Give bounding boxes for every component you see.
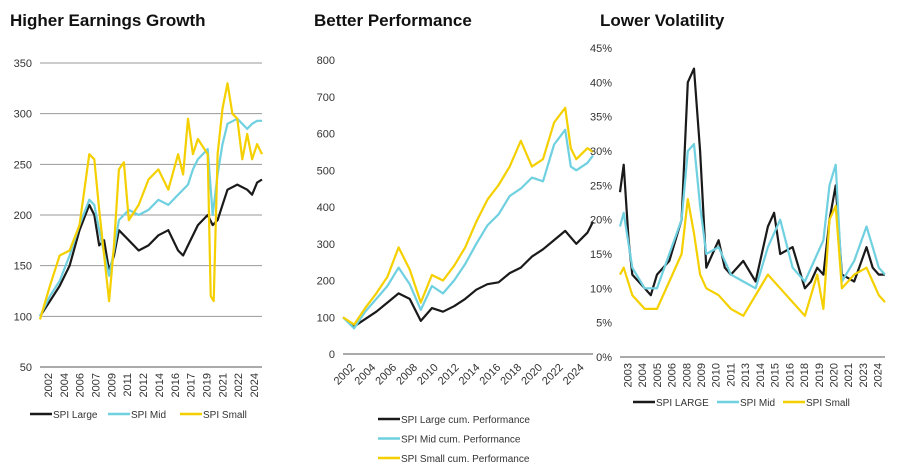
x-tick-label: 2011 [725, 363, 737, 387]
x-tick-label: 2017 [186, 373, 198, 397]
x-tick-label: 2008 [394, 362, 420, 388]
series-line-small [38, 82, 263, 320]
x-tick-label: 2021 [843, 363, 855, 387]
y-tick-label: 25% [590, 180, 612, 192]
chart-title: Lower Volatility [600, 11, 725, 30]
x-tick-label: 2023 [858, 363, 870, 387]
x-tick-label: 2006 [373, 362, 399, 388]
x-tick-label: 2018 [498, 362, 524, 388]
x-tick-label: 2019 [814, 363, 826, 387]
x-tick-label: 2005 [652, 363, 664, 387]
x-tick-label: 2003 [622, 363, 634, 387]
y-tick-label: 300 [14, 109, 32, 121]
y-tick-label: 350 [14, 58, 32, 70]
x-tick-label: 2004 [353, 362, 379, 388]
y-tick-label: 20% [590, 215, 612, 227]
y-tick-label: 0 [329, 349, 335, 361]
legend-label: SPI Mid [131, 410, 166, 421]
y-tick-label: 10% [590, 283, 612, 295]
x-tick-label: 2009 [106, 373, 118, 397]
x-tick-label: 2024 [249, 373, 261, 397]
y-tick-label: 200 [14, 210, 32, 222]
x-tick-label: 2010 [415, 362, 441, 388]
y-tick-label: 250 [14, 159, 32, 171]
x-tick-label: 2022 [233, 373, 245, 397]
y-tick-label: 200 [317, 276, 335, 288]
x-tick-label: 2002 [332, 362, 358, 388]
x-tick-label: 2016 [478, 362, 504, 388]
x-tick-label: 2015 [770, 363, 782, 387]
y-tick-label: 500 [317, 165, 335, 177]
legend-label: SPI Mid cum. Performance [401, 435, 521, 446]
legend-label: SPI Small [203, 410, 247, 421]
y-tick-label: 800 [317, 55, 335, 67]
series-line-mid [618, 143, 886, 290]
series-line-small [342, 106, 594, 326]
chart-title: Better Performance [314, 11, 472, 30]
series-line-large [618, 67, 885, 297]
y-tick-label: 45% [590, 43, 612, 55]
x-tick-label: 2022 [540, 362, 566, 388]
y-tick-label: 100 [317, 312, 335, 324]
series-line-mid [342, 128, 594, 330]
x-tick-label: 2024 [873, 363, 885, 387]
series-line-mid [39, 117, 262, 317]
legend-label: SPI Small cum. Performance [401, 454, 530, 465]
x-tick-label: 2024 [561, 362, 587, 388]
series-line-small [619, 198, 886, 317]
legend-label: SPI Large cum. Performance [401, 415, 530, 426]
x-tick-label: 2018 [799, 363, 811, 387]
x-tick-label: 2011 [122, 373, 134, 397]
legend-label: SPI LARGE [656, 398, 709, 409]
x-tick-label: 2004 [637, 363, 649, 387]
y-tick-label: 150 [14, 261, 32, 273]
y-tick-label: 700 [317, 92, 335, 104]
x-tick-label: 2004 [59, 373, 71, 397]
x-tick-label: 2016 [784, 363, 796, 387]
y-tick-label: 50 [20, 362, 32, 374]
legend-label: SPI Mid [740, 398, 775, 409]
x-tick-label: 2002 [43, 373, 55, 397]
series-line-large [342, 221, 594, 328]
y-tick-label: 400 [317, 202, 335, 214]
y-tick-label: 100 [14, 311, 32, 323]
legend-label: SPI Small [806, 398, 850, 409]
y-tick-label: 35% [590, 112, 612, 124]
x-tick-label: 2020 [519, 362, 545, 388]
legend-label: SPI Large [53, 410, 98, 421]
y-tick-label: 5% [596, 318, 612, 330]
x-tick-label: 2014 [457, 362, 483, 388]
y-tick-label: 300 [317, 239, 335, 251]
x-tick-label: 2012 [138, 373, 150, 397]
y-tick-label: 40% [590, 77, 612, 89]
chart-title: Higher Earnings Growth [10, 11, 206, 30]
x-tick-label: 2006 [667, 363, 679, 387]
y-tick-label: 600 [317, 129, 335, 141]
x-tick-label: 2020 [828, 363, 840, 387]
series-line-large [39, 178, 263, 317]
x-tick-label: 2007 [91, 373, 103, 397]
x-tick-label: 2014 [755, 363, 767, 387]
y-tick-label: 15% [590, 249, 612, 261]
x-tick-label: 2006 [75, 373, 87, 397]
y-tick-label: 30% [590, 146, 612, 158]
x-tick-label: 2012 [436, 362, 462, 388]
x-tick-label: 2014 [154, 373, 166, 397]
y-tick-label: 0% [596, 352, 612, 364]
x-tick-label: 2013 [740, 363, 752, 387]
x-tick-label: 2016 [170, 373, 182, 397]
x-tick-label: 2019 [202, 373, 214, 397]
x-tick-label: 2021 [217, 373, 229, 397]
x-tick-label: 2009 [696, 363, 708, 387]
x-tick-label: 2010 [711, 363, 723, 387]
x-tick-label: 2008 [681, 363, 693, 387]
